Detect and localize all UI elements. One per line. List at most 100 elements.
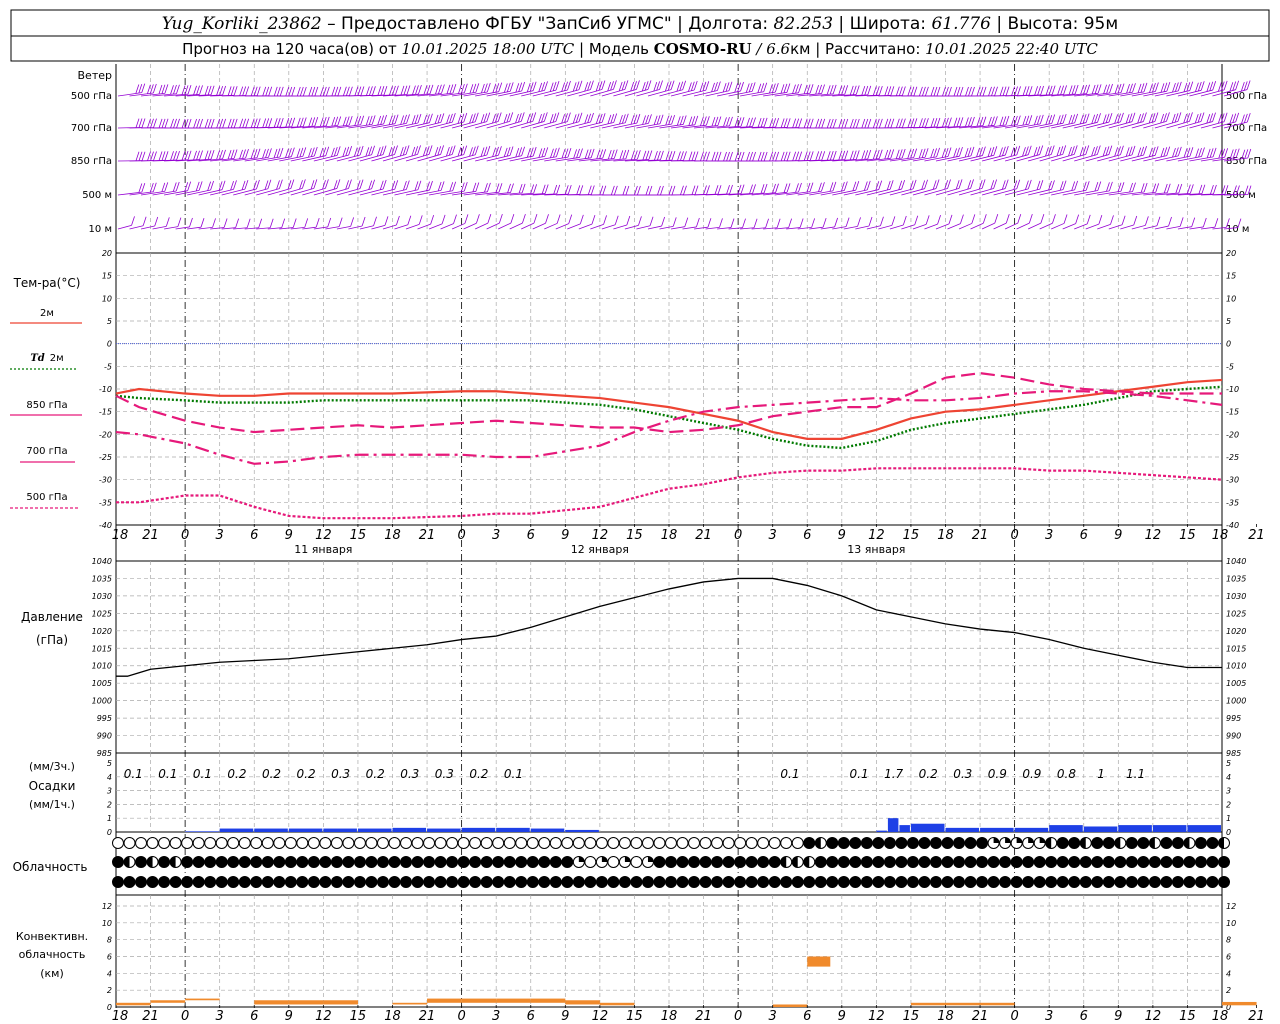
wind-barb-flag [587, 113, 592, 123]
wind-barb-flag [1063, 85, 1067, 95]
wind-barb-flag [348, 116, 353, 126]
cloud-symbol-circle [492, 876, 505, 888]
wind-barb-flag [311, 117, 316, 127]
time-tick-label: 3 [492, 1009, 500, 1024]
wind-barb [1154, 216, 1172, 230]
wind-barb-shaft [1223, 227, 1238, 230]
cloud-symbol [238, 837, 251, 849]
wind-barb-shaft [394, 224, 408, 230]
wind-barb [290, 218, 309, 230]
cloud-symbol [365, 876, 378, 888]
wind-barb [359, 216, 377, 230]
wind-barb-shaft [532, 121, 556, 129]
wind-barb [786, 218, 804, 230]
wind-barb-shaft [405, 154, 430, 162]
wind-barb [728, 184, 756, 196]
wind-barb-shaft [659, 89, 683, 97]
cloud-symbol-circle [169, 876, 182, 888]
wind-barb-flag [567, 147, 572, 158]
wind-barb-shaft [498, 121, 522, 129]
wind-barb-flag [1217, 114, 1222, 124]
wind-barb [117, 216, 135, 230]
time-tick-label: 15 [903, 1009, 920, 1024]
cloud-symbol-circle [192, 876, 205, 888]
wind-barb [763, 218, 781, 230]
wind-barb-shaft [336, 124, 361, 129]
wind-barb-flag [460, 146, 465, 156]
wind-barb-flag [302, 86, 307, 97]
cloud-symbol-circle [688, 856, 701, 868]
wind-barb-shaft [947, 125, 972, 129]
wind-barb-flag [798, 151, 803, 161]
cloud-symbol-circle [146, 876, 159, 888]
wind-barb-flag [314, 86, 319, 97]
wind-barb [624, 216, 642, 230]
wind-barb-flag [486, 112, 491, 122]
cloud-symbol [895, 837, 908, 849]
wind-barb-flag [1017, 86, 1021, 96]
wind-barb-flag [924, 148, 929, 158]
wind-barb-flag [435, 84, 439, 95]
cloud-symbol [584, 837, 597, 849]
wind-barb [682, 185, 710, 196]
wind-barb-shaft [717, 125, 742, 129]
wind-barb [486, 183, 514, 196]
cloud-symbol-circle [1171, 856, 1184, 868]
wind-barb [509, 146, 537, 162]
wind-barb-flag [405, 180, 410, 190]
wind-barb [1120, 145, 1147, 162]
cloud-symbol-circle [699, 837, 712, 849]
cloud-symbol-circle [987, 856, 1000, 868]
precip-bar [185, 831, 219, 832]
cloud-symbol [906, 837, 919, 849]
tick-label-left: 6 [107, 953, 112, 962]
wind-barb-flag [319, 147, 324, 158]
wind-barb-flag [829, 182, 834, 192]
cloud-symbol-circle [941, 876, 954, 888]
wind-barb-flag [806, 84, 811, 94]
wind-barb-flag [809, 182, 814, 192]
wind-barb-flag [999, 116, 1004, 126]
wind-barb-flag [184, 85, 189, 95]
cloud-symbol [1010, 837, 1023, 849]
wind-barb-flag [1223, 80, 1228, 90]
cloud-symbol [296, 876, 309, 888]
wind-barb [647, 216, 666, 230]
wind-barb-shaft [463, 154, 487, 162]
cloud-symbol [135, 876, 148, 888]
wind-barb-flag [541, 113, 545, 123]
wind-barb-flag [256, 179, 260, 190]
cloud-symbol-circle [791, 837, 804, 849]
wind-barb-flag [619, 114, 623, 125]
wind-barb [820, 85, 849, 97]
cloud-symbol [895, 856, 908, 868]
wind-barb-flag [642, 150, 647, 161]
wind-barb [982, 86, 1010, 97]
wind-barb-flag [1047, 146, 1052, 156]
wind-barb-shaft [1166, 192, 1191, 196]
cloud-symbol [446, 837, 459, 849]
cloud-symbol-half [1218, 837, 1224, 849]
cloud-symbol-circle [538, 876, 551, 888]
wind-barb-shaft [428, 223, 443, 230]
wind-barb-flag [610, 81, 614, 91]
wind-barb-flag [1039, 145, 1044, 155]
wind-barb-shaft [1097, 92, 1122, 97]
wind-barb-flag [216, 150, 220, 160]
precip-bar [910, 823, 945, 832]
cloud-symbol-circle [503, 837, 516, 849]
wind-barb-flag [449, 182, 454, 192]
precip-unit-3h: (мм/3ч.) [29, 760, 75, 773]
wind-barb-flag [964, 148, 969, 158]
wind-barb-flag [250, 118, 255, 128]
wind-barb [267, 218, 286, 230]
wind-barb [302, 146, 330, 162]
wind-barb-flag [1133, 215, 1138, 226]
wind-barb-flag [760, 151, 765, 162]
wind-barb-flag [392, 85, 396, 96]
cloud-symbol-circle [860, 856, 873, 868]
cloud-symbol [112, 876, 124, 888]
wind-barb [889, 215, 907, 230]
wind-barb-shaft [371, 94, 396, 97]
wind-barb-flag [308, 148, 312, 158]
